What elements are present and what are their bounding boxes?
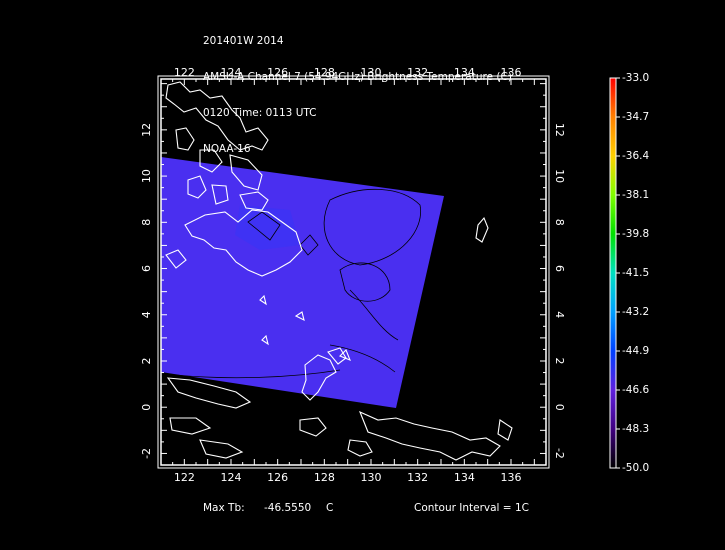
colorbar-ticks (616, 77, 620, 469)
lat-label-right: 6 (553, 265, 566, 272)
lon-label-top: 130 (361, 66, 382, 79)
title-line-3: 0120 Time: 0113 UTC (203, 107, 317, 119)
colorbar-label: -38.1 (622, 189, 650, 201)
lon-label-bottom: 122 (174, 471, 195, 484)
lon-label-top: 124 (221, 66, 242, 79)
lat-label-left: 12 (140, 123, 153, 137)
lon-label-bottom: 124 (221, 471, 242, 484)
lon-label-top: 122 (174, 66, 195, 79)
lat-label-right: -2 (553, 448, 566, 459)
lon-label-bottom: 136 (501, 471, 522, 484)
lon-label-bottom: 130 (361, 471, 382, 484)
lat-label-left: 0 (140, 404, 153, 411)
plot-frame-outer (157, 75, 550, 469)
lat-label-right: 10 (553, 169, 566, 183)
colorbar-label: -36.4 (622, 150, 650, 162)
max-tb-label: Max Tb: (203, 502, 245, 514)
contour-lines (174, 188, 422, 379)
lat-label-right: 0 (553, 404, 566, 411)
lat-label-left: -2 (140, 448, 153, 459)
colorbar (609, 77, 617, 469)
lat-label-left: 2 (140, 357, 153, 364)
plot-frame (160, 78, 547, 466)
lon-label-top: 132 (407, 66, 428, 79)
colorbar-label: -44.9 (622, 345, 650, 357)
lat-label-right: 12 (553, 123, 566, 137)
title-line-4: NOAA-16 (203, 143, 251, 155)
lat-label-left: 6 (140, 265, 153, 272)
lon-label-top: 126 (267, 66, 288, 79)
colorbar-label: -46.6 (622, 384, 650, 396)
colorbar-label: -41.5 (622, 267, 650, 279)
colorbar-label: -39.8 (622, 228, 650, 240)
lon-label-bottom: 128 (314, 471, 335, 484)
lon-label-bottom: 134 (454, 471, 475, 484)
lon-label-bottom: 126 (267, 471, 288, 484)
colorbar-label: -43.2 (622, 306, 650, 318)
lon-label-top: 128 (314, 66, 335, 79)
colorbar-label: -50.0 (622, 462, 650, 474)
title-line-1: 201401W 2014 (203, 35, 284, 47)
lat-label-left: 10 (140, 169, 153, 183)
lat-label-right: 4 (553, 311, 566, 318)
colorbar-label: -33.0 (622, 72, 650, 84)
lon-label-top: 134 (454, 66, 475, 79)
lat-label-left: 8 (140, 219, 153, 226)
max-tb-value: -46.5550 (264, 502, 312, 514)
lon-label-top: 136 (501, 66, 522, 79)
title-line-2: AMSU-A Channel 7 (54.94GHz) Brightness T… (203, 71, 512, 83)
lat-label-left: 4 (140, 311, 153, 318)
max-tb-unit: C (326, 502, 334, 514)
lat-label-right: 8 (553, 219, 566, 226)
colorbar-label: -34.7 (622, 111, 650, 123)
lat-label-right: 2 (553, 357, 566, 364)
axis-tick-labels: 1221221241241261261281281301301321321341… (140, 66, 566, 484)
axis-tick-marks (160, 79, 547, 466)
coastlines (165, 81, 513, 461)
contour-interval: Contour Interval = 1C (414, 502, 529, 514)
swath-cold-patch (235, 205, 300, 250)
lon-label-bottom: 132 (407, 471, 428, 484)
title-block: 201401W 2014 AMSU-A Channel 7 (54.94GHz)… (203, 11, 512, 167)
satellite-swath (161, 157, 444, 408)
colorbar-label: -48.3 (622, 423, 650, 435)
